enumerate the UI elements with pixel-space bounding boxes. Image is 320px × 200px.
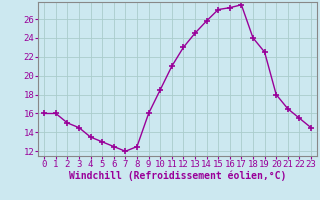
X-axis label: Windchill (Refroidissement éolien,°C): Windchill (Refroidissement éolien,°C) xyxy=(69,171,286,181)
